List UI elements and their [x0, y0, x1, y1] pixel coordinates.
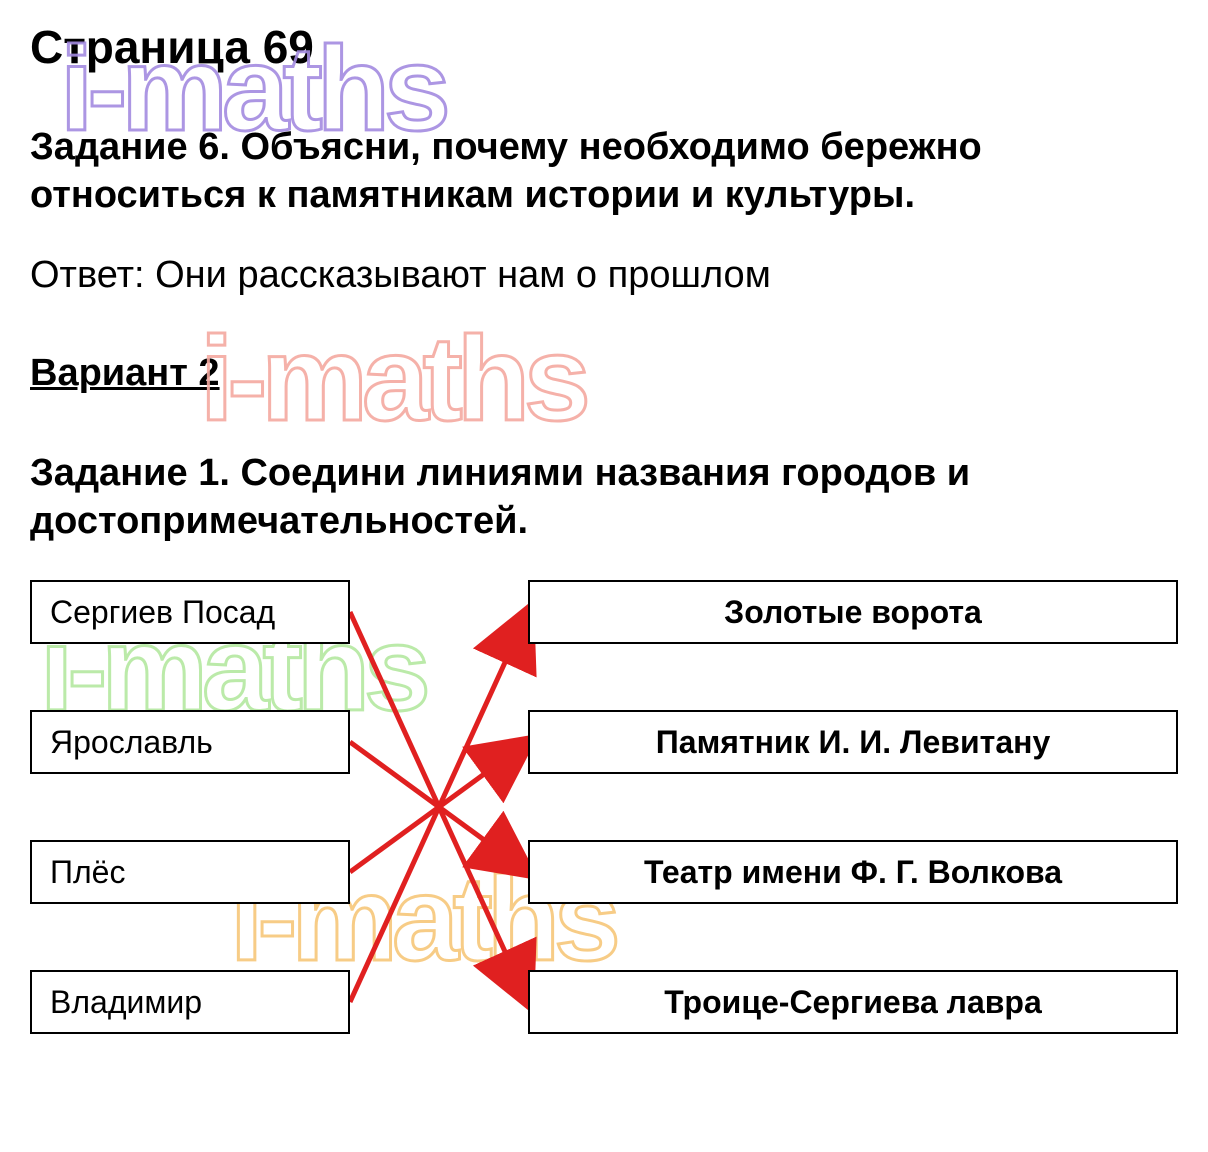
task1-heading: Задание 1. Соедини линиями названия горо… — [30, 450, 1178, 545]
landmark-box: Золотые ворота — [528, 580, 1178, 644]
landmark-box: Троице-Сергиева лавра — [528, 970, 1178, 1034]
connection-arrow — [350, 612, 528, 1002]
city-box: Сергиев Посад — [30, 580, 350, 644]
landmark-box: Памятник И. И. Левитану — [528, 710, 1178, 774]
variant-heading: Вариант 2 — [30, 352, 1178, 395]
city-box: Ярославль — [30, 710, 350, 774]
connection-arrow — [350, 612, 528, 1002]
landmark-box: Театр имени Ф. Г. Волкова — [528, 840, 1178, 904]
task6-heading: Задание 6. Объясни, почему необходимо бе… — [30, 124, 1178, 219]
task6-answer: Ответ: Они рассказывают нам о прошлом — [30, 254, 1178, 297]
connection-arrow — [350, 742, 528, 872]
connection-arrow — [350, 742, 528, 872]
page-title: Страница 69 — [30, 20, 1178, 74]
city-box: Владимир — [30, 970, 350, 1034]
matching-diagram: Сергиев Посад Ярославль Плёс Владимир Золот… — [30, 580, 1178, 1060]
city-box: Плёс — [30, 840, 350, 904]
